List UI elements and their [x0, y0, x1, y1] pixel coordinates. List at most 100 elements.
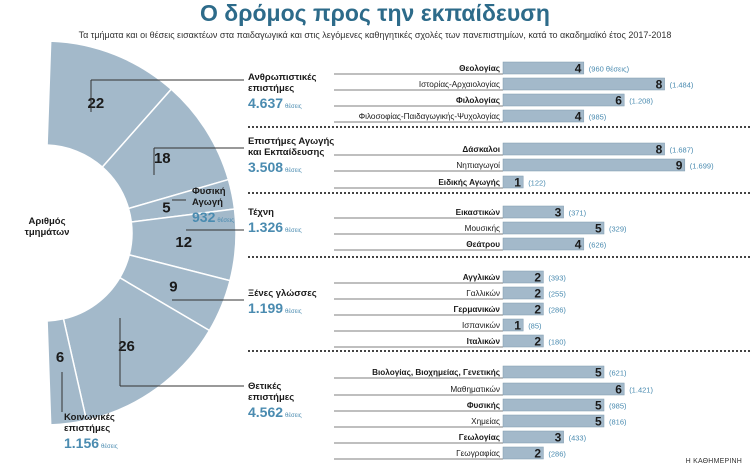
category-label-sciences: Θετικές επιστήμες 4.562 θέσεις [248, 381, 308, 424]
bar [502, 109, 585, 123]
bar-label: Μαθηματικών [450, 385, 500, 394]
donut-segment-value: 18 [154, 150, 171, 167]
bar-seats: (286) [548, 306, 566, 315]
category-name: Τέχνη [248, 207, 274, 218]
bar-seats: (1.208) [629, 97, 653, 106]
bar [502, 175, 524, 189]
bar-value: 4 [575, 110, 582, 124]
category-name: Θετικές επιστήμες [248, 381, 295, 403]
bar [502, 318, 524, 332]
bar-label: Μουσικής [465, 224, 500, 233]
bar-value: 2 [534, 287, 541, 301]
bar [502, 286, 544, 300]
bar-seats: (122) [528, 179, 546, 188]
category-seats: 1.326 θέσεις [248, 219, 302, 235]
bar [502, 430, 564, 444]
category-seats: 4.637 θέσεις [248, 95, 302, 111]
bar-label: Φιλοσοφίας-Παιδαγωγικής-Ψυχολογίας [359, 112, 500, 121]
category-label-humanities: Ανθρωπιστικές επιστήμες 4.637 θέσεις [248, 72, 328, 115]
bar-label: Γεωγραφίας [456, 449, 500, 458]
donut-segment-value: 22 [88, 95, 105, 112]
donut-segment [46, 317, 88, 426]
category-seats: 4.562 θέσεις [248, 404, 302, 420]
bar-seats: (626) [589, 241, 607, 250]
bar-label: Αγγλικών [463, 273, 501, 282]
bar-seats: (1.421) [629, 386, 653, 395]
bar-value: 4 [575, 62, 582, 76]
bar-seats: (433) [569, 434, 587, 443]
bar-value: 6 [615, 383, 622, 397]
bar-label: Θεάτρου [466, 240, 500, 249]
bar-seats: (816) [609, 418, 627, 427]
section-divider [248, 126, 750, 128]
bar-label: Εικαστικών [456, 208, 501, 217]
donut-segment-value: 9 [169, 278, 177, 295]
bar-value: 2 [534, 303, 541, 317]
section-divider [248, 256, 750, 258]
donut-segment-value: 26 [118, 338, 135, 355]
bar [502, 221, 605, 235]
bar-value: 1 [514, 319, 521, 333]
bar-label: Ιστορίας-Αρχαιολογίας [419, 80, 500, 89]
bar-value: 2 [534, 335, 541, 349]
bar [502, 270, 544, 284]
category-label-art: Τέχνη 1.326 θέσεις [248, 207, 302, 239]
category-seats: 3.508 θέσεις [248, 159, 302, 175]
bar-label: Ειδικής Αγωγής [438, 178, 500, 187]
bar-seats: (1.699) [690, 162, 714, 171]
bar-value: 5 [595, 399, 602, 413]
bar [502, 142, 665, 156]
bar [502, 334, 544, 348]
bar-seats: (85) [528, 322, 542, 331]
category-label-social-sciences: Κοινωνικές επιστήμες 1.156 θέσεις [64, 412, 134, 455]
bar [502, 61, 585, 75]
donut-segment-value: 5 [162, 200, 170, 217]
bar [502, 365, 605, 379]
bar-label: Ισπανικών [462, 321, 500, 330]
bar [502, 302, 544, 316]
bar-label: Ιταλικών [467, 337, 501, 346]
bar-label: Γεωλογίας [459, 433, 500, 442]
bar-label: Γαλλικών [466, 289, 500, 298]
bar-seats: (960 θέσεις) [589, 65, 630, 74]
bar-label: Γερμανικών [453, 305, 500, 314]
bar-seats: (286) [548, 450, 566, 459]
bar-seats: (1.484) [670, 81, 694, 90]
bar-value: 6 [615, 94, 622, 108]
bar [502, 382, 625, 396]
bar [502, 446, 544, 460]
bar-label: Νηπιαγωγοί [456, 161, 500, 170]
bar-value: 8 [656, 143, 663, 157]
page-title: Ο δρόμος προς την εκπαίδευση [200, 0, 550, 26]
bar-seats: (621) [609, 369, 627, 378]
category-label-languages: Ξένες γλώσσες 1.199 θέσεις [248, 288, 317, 320]
bar-seats: (393) [548, 274, 566, 283]
page-subtitle: Τα τμήματα και οι θέσεις εισακτέων στα π… [78, 30, 672, 40]
category-seats: 932 θέσεις [192, 209, 234, 225]
bar-value: 4 [575, 238, 582, 252]
bar [502, 77, 665, 91]
bar-value: 5 [595, 415, 602, 429]
bar-label: Θεολογίας [459, 64, 500, 73]
category-seats: 1.199 θέσεις [248, 300, 302, 316]
bar-seats: (180) [548, 338, 566, 347]
bar-seats: (329) [609, 225, 627, 234]
bar-value: 9 [676, 159, 683, 173]
bar-seats: (371) [569, 209, 587, 218]
section-divider [248, 192, 750, 194]
bar-label: Δάσκαλοι [462, 145, 500, 154]
section-divider [248, 350, 750, 352]
bar [502, 158, 686, 172]
bar-value: 2 [534, 271, 541, 285]
bar [502, 414, 605, 428]
bar-value: 3 [555, 206, 562, 220]
bar [502, 237, 585, 251]
category-seats: 1.156 θέσεις [64, 435, 118, 451]
category-label-physical-education: Φυσική Αγωγή 932 θέσεις [192, 186, 238, 229]
donut-title: Αριθμός τμημάτων [24, 216, 70, 238]
bar [502, 398, 605, 412]
source-credit: Η ΚΑΘΗΜΕΡΙΝΗ [685, 458, 742, 465]
bar-value: 8 [656, 78, 663, 92]
bar-label: Βιολογίας, Βιοχημείας, Γενετικής [372, 368, 500, 377]
